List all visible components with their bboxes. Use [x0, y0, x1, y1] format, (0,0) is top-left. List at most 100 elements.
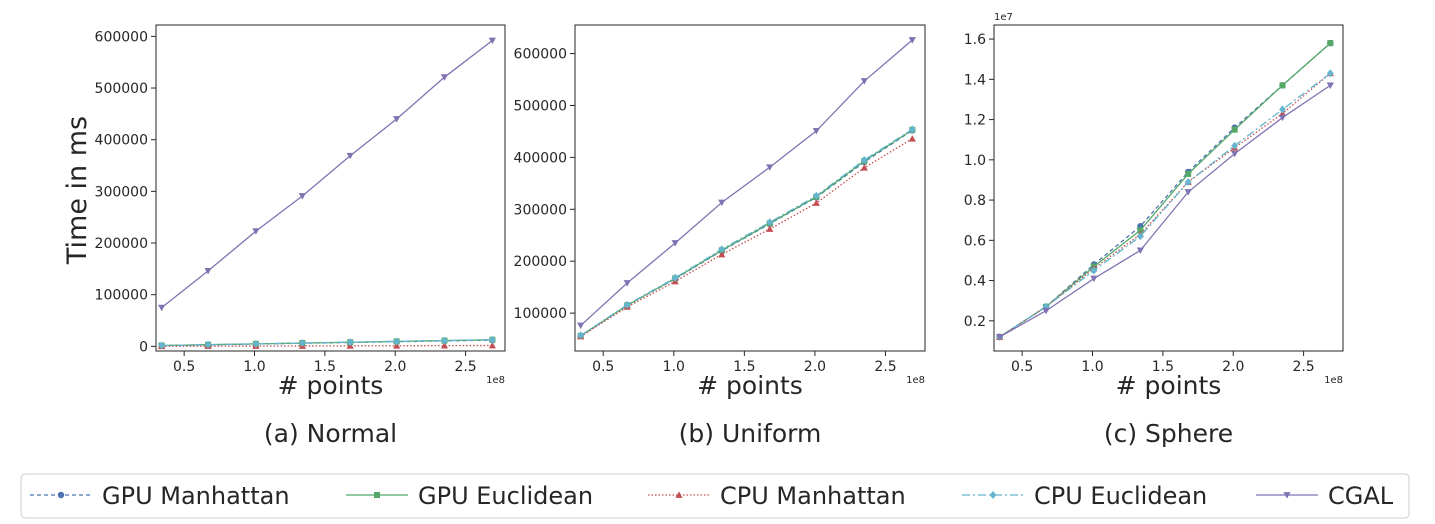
data-point: [1278, 114, 1287, 122]
y-tick-label: 1.4: [964, 72, 986, 88]
x-tick-label: 0.5: [592, 359, 614, 375]
data-point: [298, 193, 306, 200]
x-axis-label: # points: [1116, 371, 1222, 400]
data-point: [671, 273, 679, 282]
legend-label: CPU Manhattan: [720, 482, 906, 510]
panel-caption: (c) Sphere: [1104, 419, 1233, 448]
data-point: [623, 300, 631, 309]
data-point: [577, 331, 585, 340]
y-axis-label: Time in ms: [62, 116, 93, 265]
chart-panel-2: 0.5 1.0 1.5 2.0 2.5 100000 200000 300000 400000 5…: [514, 24, 926, 448]
series-line: [161, 344, 493, 347]
plot-frame: [993, 24, 1344, 352]
y-tick-label: 1.0: [964, 153, 986, 169]
panel-caption: (b) Uniform: [679, 419, 822, 448]
x-tick-label: 1.0: [243, 359, 265, 375]
series-line: [580, 128, 913, 336]
y-tick-label: 0.4: [964, 274, 986, 290]
data-point: [766, 164, 774, 171]
x-axis-label: # points: [278, 371, 384, 400]
data-point: [1326, 82, 1334, 89]
chart-panels: 0.5 1.0 1.5 2.0 2.5 0 100000 200000 300000 400000…: [95, 12, 1344, 448]
x-tick-label: 1.5: [733, 359, 755, 375]
data-point: [1185, 170, 1192, 177]
data-point: [204, 268, 212, 275]
series-line: [999, 72, 1331, 338]
series-line: [161, 339, 493, 347]
plot-frame: [574, 24, 926, 352]
chart-panel-1: 0.5 1.0 1.5 2.0 2.5 0 100000 200000 300000 400000…: [95, 24, 506, 448]
y-tick-label: 100000: [514, 306, 567, 322]
y-offset-label: 1e7: [994, 12, 1013, 23]
legend: GPU Manhattan GPU Euclidean CPU Manhattan C…: [20, 473, 1410, 519]
data-point: [860, 78, 868, 85]
data-point: [393, 116, 401, 123]
data-point: [1231, 150, 1239, 158]
data-point: [812, 199, 820, 206]
data-point: [1136, 247, 1144, 254]
legend-marker: [675, 491, 683, 498]
y-tick-label: 100000: [95, 288, 148, 304]
series-line: [999, 72, 1331, 338]
legend-frame: [20, 473, 1410, 519]
data-point: [718, 250, 726, 258]
data-point: [1136, 232, 1144, 241]
x-tick-label: 2.5: [874, 359, 896, 375]
data-point: [204, 340, 212, 349]
panel-caption: (a) Normal: [264, 419, 397, 448]
data-point: [671, 240, 679, 247]
legend-marker: [1283, 492, 1291, 499]
data-point: [346, 152, 354, 160]
data-point: [1326, 69, 1334, 78]
data-point: [1090, 266, 1098, 275]
data-point: [1184, 189, 1192, 196]
data-point: [908, 125, 916, 134]
data-point: [908, 37, 916, 44]
plot-frame: [155, 24, 506, 352]
series-line: [580, 39, 913, 327]
data-point: [252, 339, 260, 348]
data-point: [766, 225, 774, 232]
y-tick-label: 600000: [95, 29, 148, 45]
legend-item: CGAL: [1256, 482, 1394, 510]
y-tick-label: 600000: [514, 47, 567, 63]
data-point: [718, 199, 726, 207]
y-tick-label: 400000: [95, 133, 148, 149]
x-tick-label: 2.0: [1222, 359, 1244, 375]
data-point: [766, 218, 774, 227]
data-point: [1231, 141, 1239, 150]
data-point: [812, 128, 820, 135]
data-point: [488, 335, 496, 344]
data-point: [346, 338, 354, 347]
data-point: [158, 304, 166, 312]
y-tick-label: 1.2: [964, 113, 986, 129]
data-point: [1090, 275, 1098, 283]
data-point: [441, 336, 448, 345]
data-point: [1279, 82, 1286, 89]
data-point: [393, 337, 401, 346]
y-tick-label: 200000: [514, 254, 567, 270]
y-tick-label: 0.6: [964, 233, 986, 249]
data-point: [860, 155, 868, 164]
data-point: [812, 191, 820, 200]
y-tick-label: 500000: [95, 81, 148, 97]
legend-item: CPU Manhattan: [648, 482, 906, 510]
x-axis-label: # points: [697, 371, 803, 400]
legend-marker: [374, 492, 380, 498]
data-point: [252, 228, 260, 235]
data-point: [1279, 105, 1286, 114]
legend-label: GPU Manhattan: [102, 482, 290, 510]
legend-label: CGAL: [1328, 482, 1394, 510]
y-tick-label: 300000: [95, 184, 148, 200]
data-point: [1042, 307, 1050, 315]
legend-item: CPU Euclidean: [962, 482, 1207, 510]
y-tick-label: 1.6: [964, 32, 986, 48]
chart-panel-3: 0.5 1.0 1.5 2.0 2.5 0.2 0.4 0.6 0.8 1.0 1.2 1.4 1.6 1…: [964, 12, 1344, 448]
data-point: [718, 245, 726, 254]
data-point: [860, 164, 868, 171]
data-point: [298, 339, 306, 348]
data-point: [1184, 177, 1192, 186]
y-tick-label: 0.2: [964, 314, 986, 330]
data-point: [1327, 40, 1334, 47]
x-tick-label: 1.0: [1081, 359, 1103, 375]
